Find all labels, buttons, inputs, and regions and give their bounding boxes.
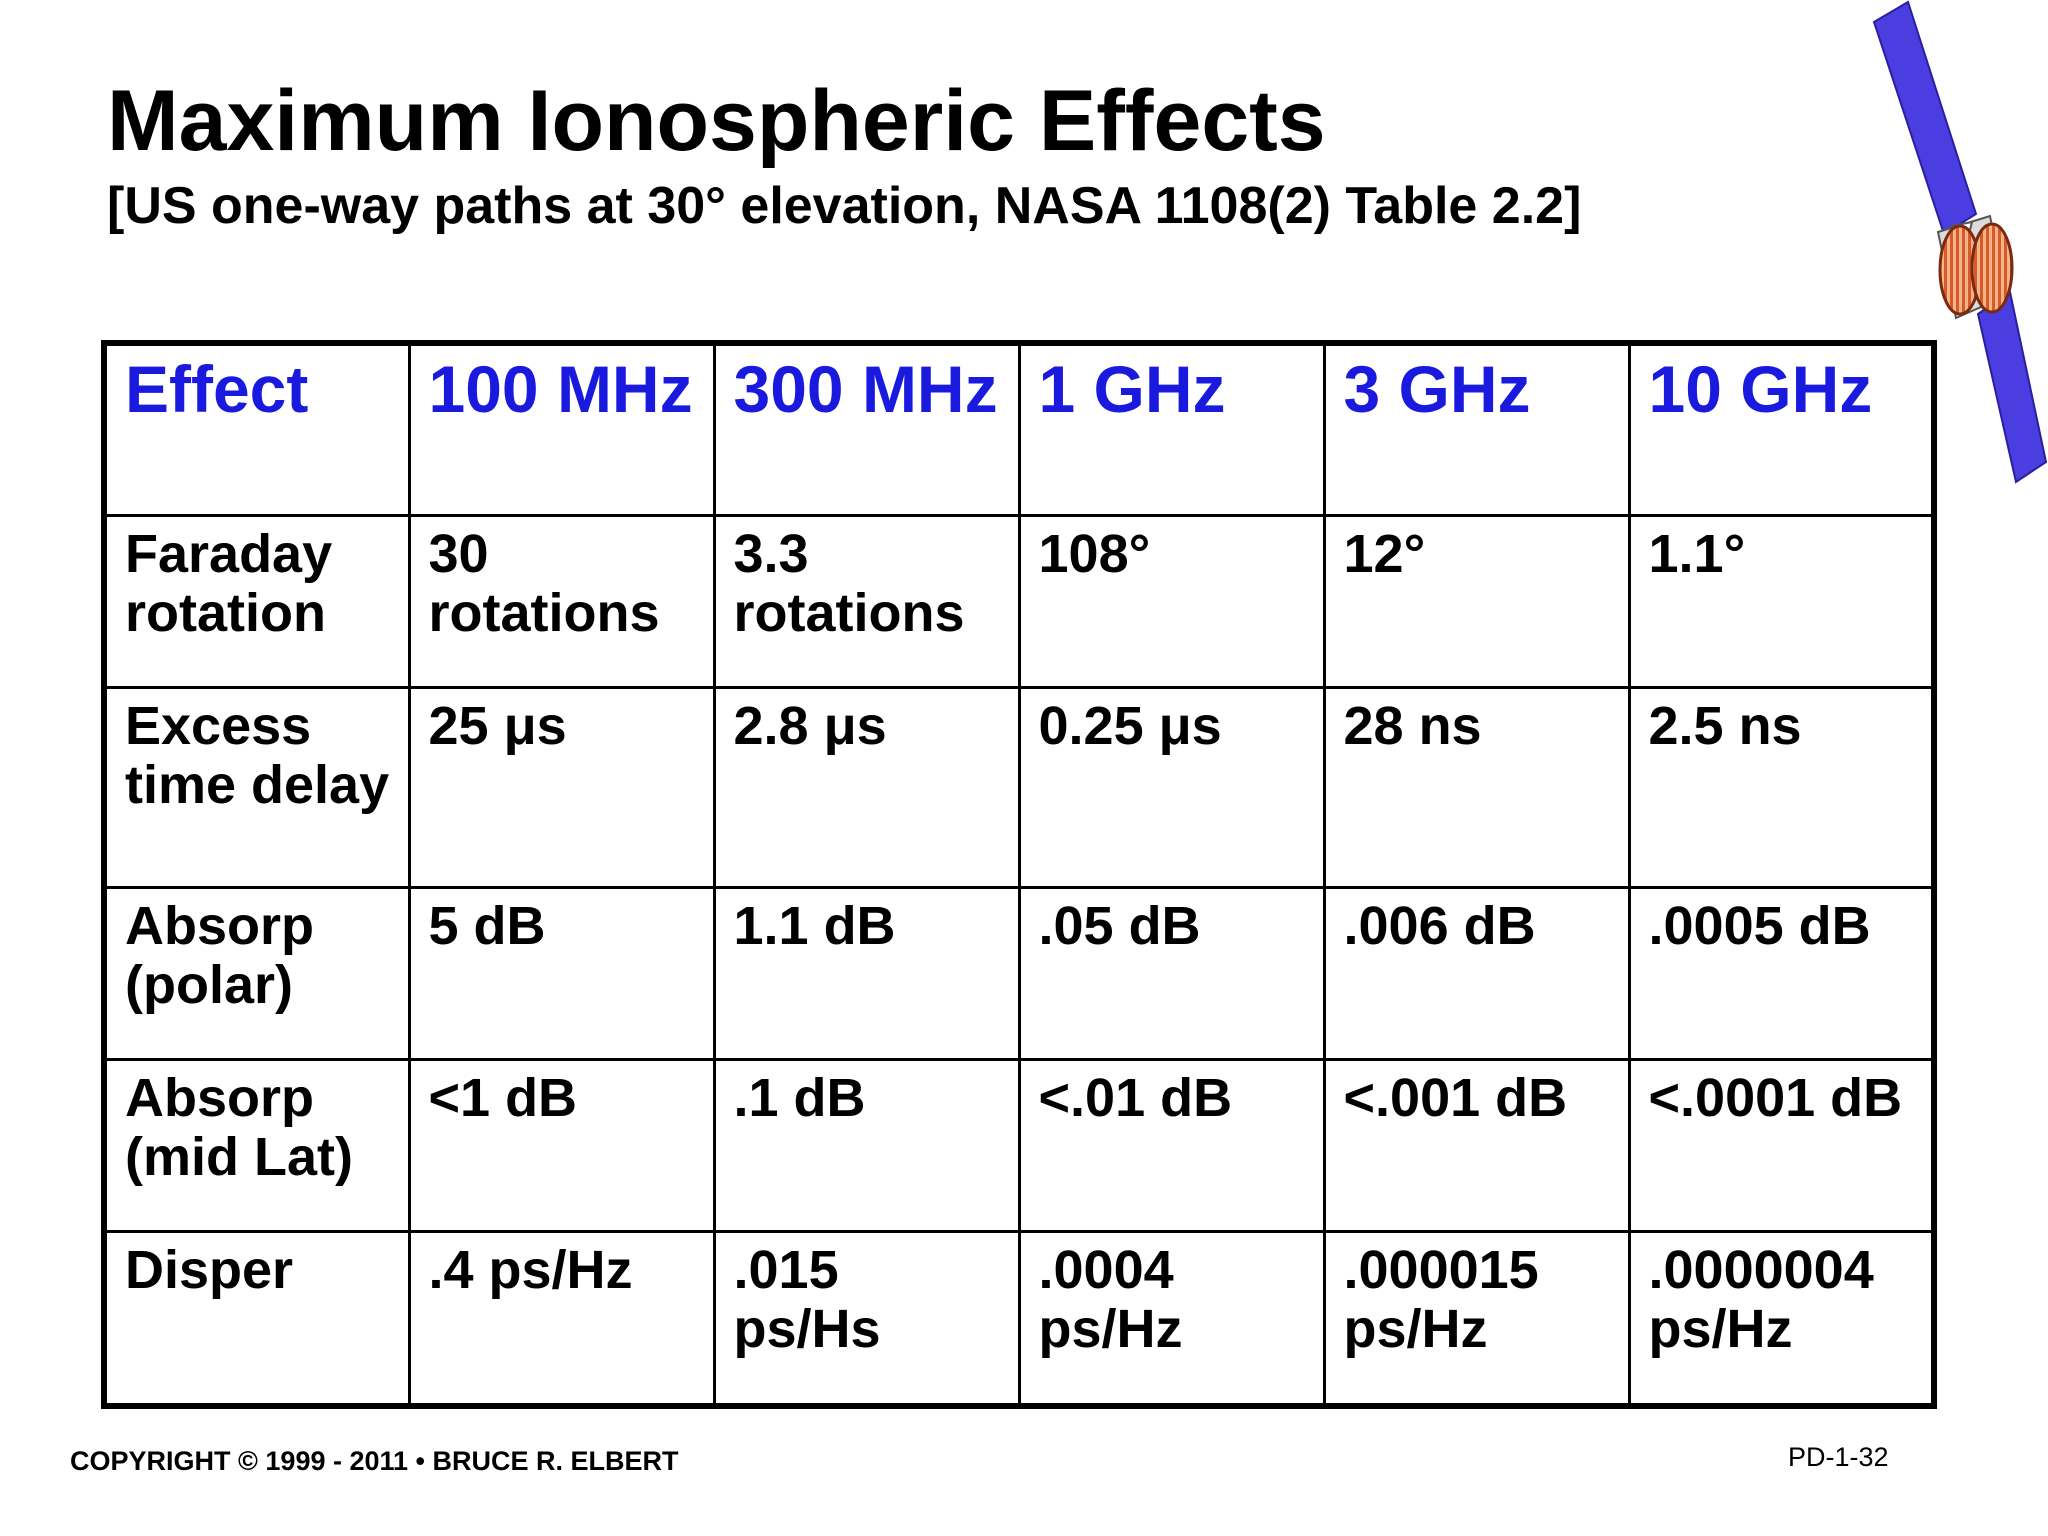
table-cell: <.001 dB [1322,1057,1631,1233]
table-cell: 1.1 dB [712,885,1021,1061]
table-row: Disper .4 ps/Hz .015 ps/Hs .0004 ps/Hz .… [102,1229,1936,1408]
table-cell: .1 dB [712,1057,1021,1233]
table-row: Absorp (polar) 5 dB 1.1 dB .05 dB .006 d… [102,885,1936,1061]
table-cell: .4 ps/Hz [407,1229,716,1408]
table-cell: .006 dB [1322,885,1631,1061]
table-row: Excess time delay 25 μs 2.8 μs 0.25 μs 2… [102,685,1936,889]
slide-subtitle: [US one-way paths at 30° elevation, NASA… [107,177,1582,235]
table-cell: 2.5 ns [1627,685,1936,889]
table-cell: 108° [1017,513,1326,689]
table-cell: 0.25 μs [1017,685,1326,889]
page-code: PD-1-32 [1788,1442,1889,1472]
table-cell: 28 ns [1322,685,1631,889]
table-cell: .015 ps/Hs [712,1229,1021,1408]
header-effect: Effect [102,341,411,517]
table-cell: .0000004 ps/Hz [1627,1229,1936,1408]
slide-title: Maximum Ionospheric Effects [107,73,1326,169]
row-label-absorp-polar: Absorp (polar) [102,885,411,1061]
table-row: Absorp (mid Lat) <1 dB .1 dB <.01 dB <.0… [102,1057,1936,1233]
table-cell: 30 rotations [407,513,716,689]
table-cell: 12° [1322,513,1631,689]
table-cell: .000015 ps/Hz [1322,1229,1631,1408]
header-3ghz: 3 GHz [1322,341,1631,517]
row-label-faraday: Faraday rotation [102,513,411,689]
copyright-footer: COPYRIGHT © 1999 - 2011 • BRUCE R. ELBER… [70,1446,679,1476]
table-cell: 5 dB [407,885,716,1061]
header-100mhz: 100 MHz [407,341,716,517]
table-cell: 1.1° [1627,513,1936,689]
table-cell: <1 dB [407,1057,716,1233]
table-cell: 25 μs [407,685,716,889]
table-cell: .0005 dB [1627,885,1936,1061]
table-cell: <.01 dB [1017,1057,1326,1233]
row-label-absorp-mid-lat: Absorp (mid Lat) [102,1057,411,1233]
table-cell: 3.3 rotations [712,513,1021,689]
header-1ghz: 1 GHz [1017,341,1326,517]
row-label-disper: Disper [102,1229,411,1408]
table-cell: 2.8 μs [712,685,1021,889]
table-cell: .0004 ps/Hz [1017,1229,1326,1408]
table-cell: .05 dB [1017,885,1326,1061]
table-row: Faraday rotation 30 rotations 3.3 rotati… [102,513,1936,689]
satellite-icon [1872,0,2048,484]
ionospheric-effects-table: Effect 100 MHz 300 MHz 1 GHz 3 GHz 10 GH… [101,340,1937,1409]
header-10ghz: 10 GHz [1627,341,1936,517]
table-cell: <.0001 dB [1627,1057,1936,1233]
table-header-row: Effect 100 MHz 300 MHz 1 GHz 3 GHz 10 GH… [102,341,1936,517]
header-300mhz: 300 MHz [712,341,1021,517]
row-label-time-delay: Excess time delay [102,685,411,889]
